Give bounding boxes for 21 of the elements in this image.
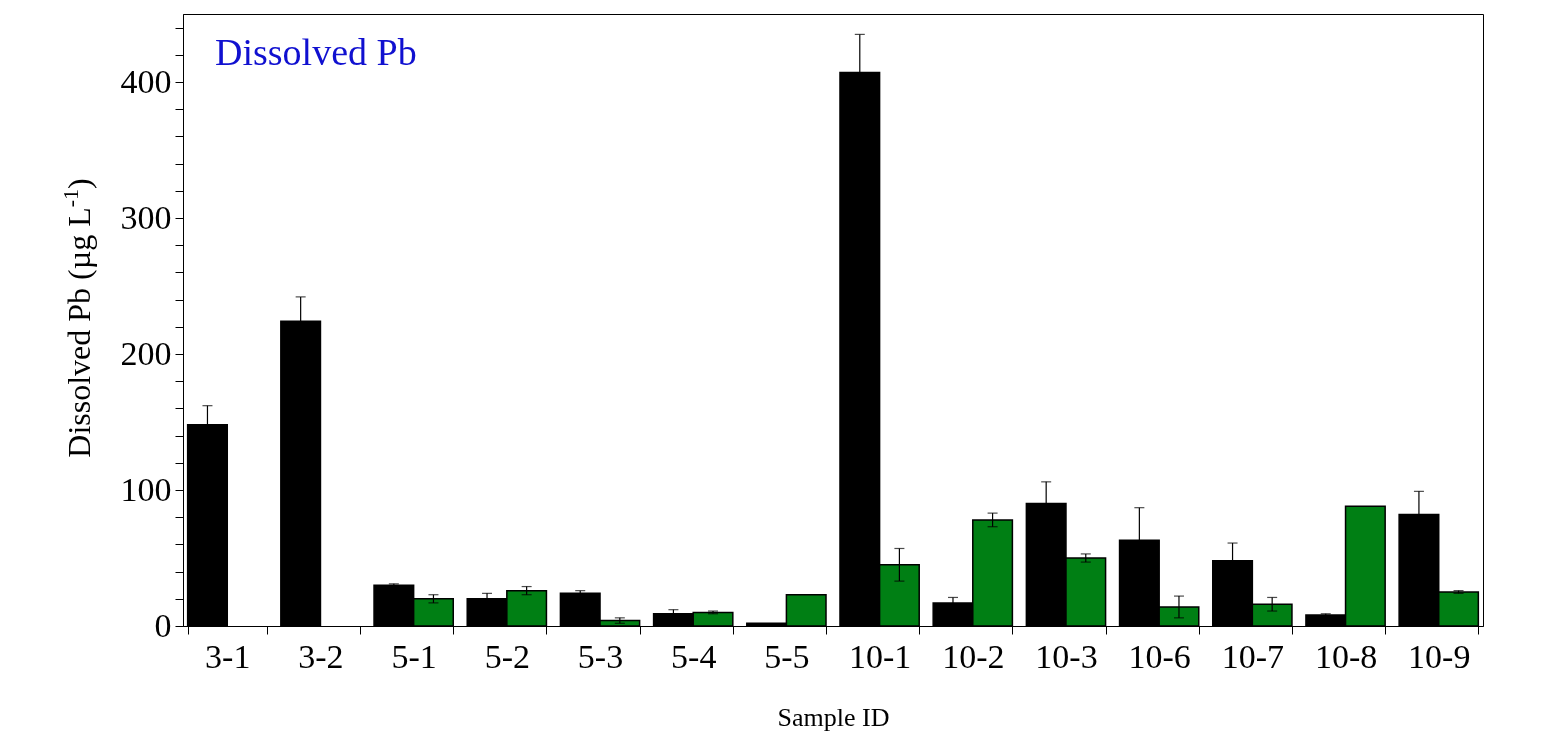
x-tick-label: 5-3 <box>577 637 624 675</box>
chart-title: Dissolved Pb <box>215 30 417 73</box>
x-tick-label: 5-2 <box>484 637 530 675</box>
x-tick-label: 10-1 <box>848 637 912 675</box>
x-tick-label: 5-1 <box>391 637 437 675</box>
y-tick-label: 100 <box>120 470 172 508</box>
x-tick-label: 5-4 <box>671 637 717 675</box>
y-tick-label: 0 <box>154 606 172 644</box>
x-tick-label: 10-7 <box>1221 637 1285 675</box>
y-tick-label: 400 <box>120 62 172 100</box>
x-tick-label: 5-5 <box>764 637 810 675</box>
y-tick-label: 200 <box>120 334 172 372</box>
x-tick-label: 10-2 <box>942 637 1005 675</box>
x-axis-title: Sample ID <box>777 702 890 732</box>
y-tick-label: 300 <box>120 198 172 236</box>
x-tick-label: 10-6 <box>1128 637 1191 675</box>
x-tick-label: 3-1 <box>205 637 251 675</box>
x-tick-label: 10-3 <box>1035 637 1098 675</box>
x-tick-label: 10-9 <box>1408 637 1471 675</box>
x-tick-label: 3-2 <box>298 637 344 675</box>
x-tick-label: 10-8 <box>1314 637 1378 675</box>
